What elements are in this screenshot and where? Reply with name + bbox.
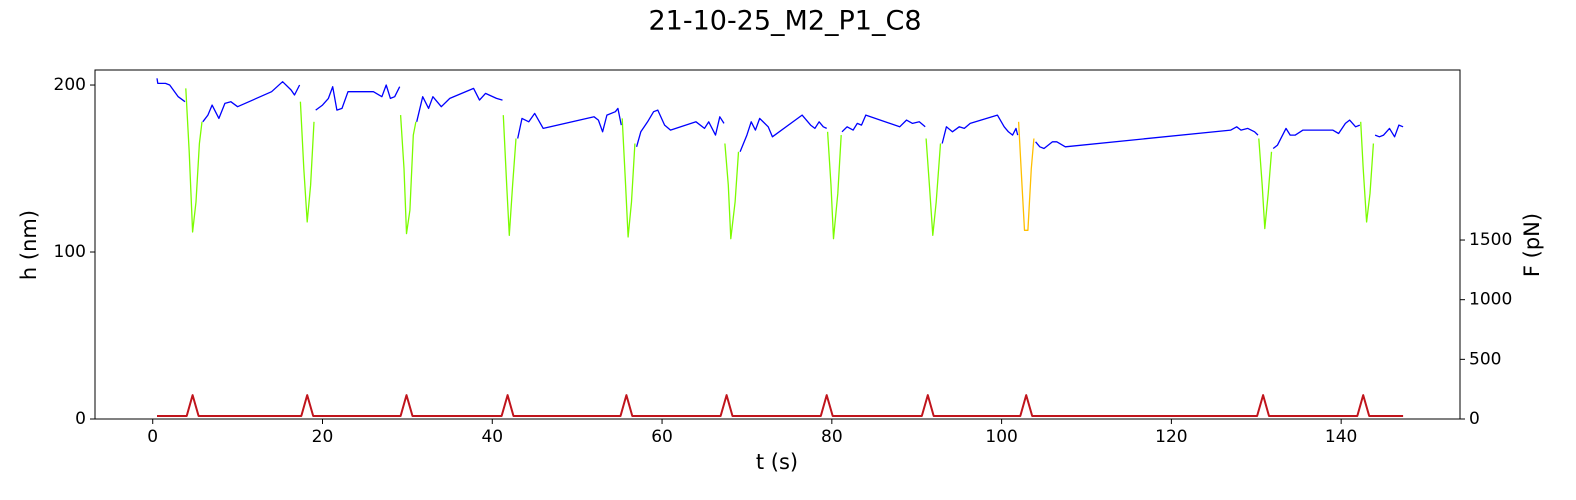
x-tick-label: 80	[821, 427, 843, 447]
x-tick-label: 120	[1155, 427, 1187, 447]
x-tick-label: 40	[481, 427, 503, 447]
x-tick-label: 100	[985, 427, 1017, 447]
y2-axis-label: F (pN)	[1520, 213, 1544, 277]
y-tick-label: 100	[54, 242, 86, 262]
y2-tick-label: 500	[1469, 349, 1501, 369]
y-axis-label: h (nm)	[17, 210, 41, 280]
y-tick-label: 200	[54, 75, 86, 95]
x-tick-label: 0	[147, 427, 158, 447]
y2-tick-label: 1500	[1469, 230, 1512, 250]
data-line	[157, 394, 1404, 417]
chart-title: 21-10-25_M2_P1_C8	[648, 6, 921, 37]
y2-tick-label: 0	[1469, 409, 1480, 429]
y2-tick-label: 1000	[1469, 290, 1512, 310]
x-tick-label: 60	[651, 427, 673, 447]
data-line	[1017, 121, 1035, 231]
data-line	[156, 78, 1404, 153]
y-tick-label: 0	[75, 409, 86, 429]
x-tick-label: 140	[1325, 427, 1357, 447]
plot-frame	[94, 69, 1461, 420]
x-tick-label: 20	[312, 427, 334, 447]
data-line	[185, 88, 1375, 240]
x-axis-label: t (s)	[756, 450, 798, 474]
